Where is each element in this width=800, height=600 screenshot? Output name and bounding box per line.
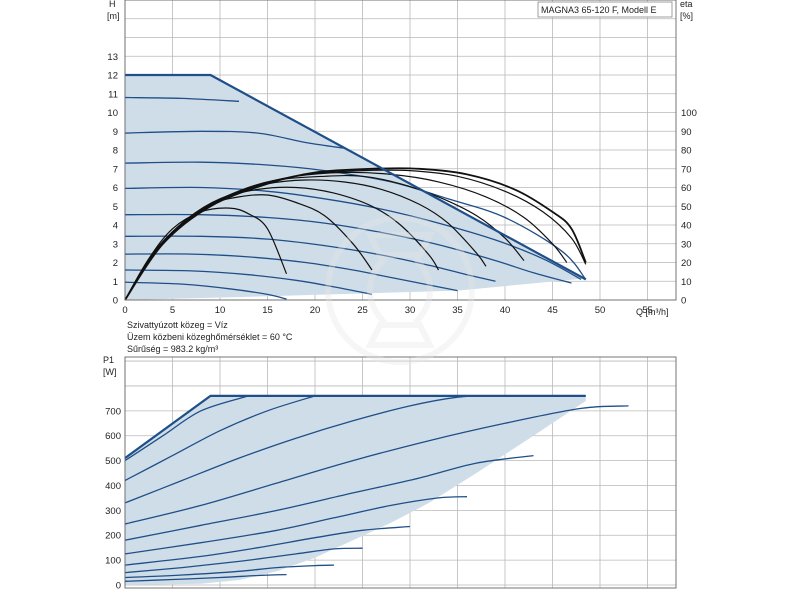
flow-tick-label: 10 xyxy=(215,305,226,316)
fluid-medium: Szivattyúzott közeg = Víz xyxy=(127,320,228,330)
head-curve xyxy=(124,235,496,282)
watermark-logo xyxy=(325,215,475,365)
head-curve xyxy=(124,269,373,296)
head-curves-group xyxy=(124,96,587,300)
efficiency-tick-label: 90 xyxy=(681,127,692,138)
head-tick-label: 13 xyxy=(107,52,118,63)
efficiency-tick-label: 20 xyxy=(681,258,692,269)
flow-tick-label: 30 xyxy=(405,305,416,316)
head-tick-label: 8 xyxy=(113,146,118,157)
power-operating-area xyxy=(125,395,586,585)
power-curve xyxy=(124,573,287,582)
head-tick-label: 5 xyxy=(113,202,118,213)
power-tick-label: 600 xyxy=(105,431,121,442)
power-axis-label: P1 xyxy=(103,355,114,365)
head-axis-label: H xyxy=(109,0,116,9)
head-tick-label: 12 xyxy=(107,71,118,82)
efficiency-curve xyxy=(124,171,568,301)
power-curve xyxy=(124,395,487,504)
power-axis-ticks: 0 100 200 300 400 500 600 700 xyxy=(105,406,121,591)
power-tick-label: 700 xyxy=(105,406,121,417)
efficiency-tick-label: 0 xyxy=(681,296,686,307)
head-curve xyxy=(124,130,344,149)
fluid-temperature: Üzem közbeni közeghőmérséklet = 60 °C xyxy=(127,332,293,342)
flow-tick-label: 0 xyxy=(122,305,127,316)
fluid-density: Sűrűség = 983.2 kg/m³ xyxy=(127,344,218,354)
power-curve xyxy=(124,395,249,462)
efficiency-tick-label: 10 xyxy=(681,277,692,288)
flow-axis-label: Q [m³/h] xyxy=(636,307,669,317)
flow-tick-label: 35 xyxy=(452,305,463,316)
head-tick-label: 0 xyxy=(113,296,118,307)
head-tick-label: 7 xyxy=(113,164,118,175)
power-max-outline xyxy=(124,394,586,459)
power-curve xyxy=(124,564,335,579)
head-tick-label: 4 xyxy=(113,221,118,232)
power-tick-label: 0 xyxy=(116,581,121,592)
efficiency-axis-ticks: 0 10 20 30 40 50 60 70 80 90 100 xyxy=(681,108,697,307)
head-curve xyxy=(124,213,572,284)
power-curve xyxy=(124,496,468,555)
head-tick-label: 11 xyxy=(108,89,118,100)
flow-tick-label: 5 xyxy=(170,305,175,316)
head-curve xyxy=(124,253,458,292)
head-tick-label: 9 xyxy=(113,127,118,138)
power-curve xyxy=(124,454,534,541)
flow-tick-label: 25 xyxy=(357,305,368,316)
efficiency-tick-label: 30 xyxy=(681,239,692,250)
head-axis-unit: [m] xyxy=(107,11,120,21)
flow-tick-label: 20 xyxy=(310,305,321,316)
head-tick-label: 10 xyxy=(107,108,118,119)
head-tick-label: 2 xyxy=(113,258,118,269)
power-tick-label: 200 xyxy=(105,531,121,542)
power-axis-unit: [W] xyxy=(103,367,117,377)
efficiency-axis-label: eta xyxy=(680,0,693,9)
head-max-outline xyxy=(125,73,587,281)
efficiency-tick-label: 70 xyxy=(681,164,692,175)
efficiency-tick-label: 50 xyxy=(681,202,692,213)
power-curve xyxy=(124,405,629,525)
head-tick-label: 6 xyxy=(113,183,118,194)
head-operating-area xyxy=(125,75,586,300)
power-tick-label: 300 xyxy=(105,506,121,517)
head-curve xyxy=(124,96,240,102)
flow-tick-label: 15 xyxy=(262,305,273,316)
power-curve xyxy=(124,525,411,566)
power-curve xyxy=(124,395,316,482)
flow-axis-ticks: 0 5 10 15 20 25 30 35 40 45 50 55 xyxy=(122,305,652,316)
power-curves-group xyxy=(124,395,629,582)
efficiency-curve xyxy=(124,179,487,301)
power-tick-label: 500 xyxy=(105,456,121,467)
chart-title: MAGNA3 65-120 F, Modell E xyxy=(541,5,657,15)
head-tick-label: 3 xyxy=(113,239,118,250)
head-chart-frame xyxy=(124,0,677,301)
title-box xyxy=(537,1,673,18)
power-tick-label: 100 xyxy=(105,556,121,567)
flow-tick-label: 45 xyxy=(547,305,558,316)
power-curve xyxy=(124,547,363,574)
flow-tick-label: 40 xyxy=(500,305,511,316)
efficiency-tick-label: 100 xyxy=(681,108,697,119)
flow-tick-label: 55 xyxy=(642,305,653,316)
head-curve xyxy=(124,186,582,280)
head-curve xyxy=(124,281,287,300)
power-tick-label: 400 xyxy=(105,481,121,492)
efficiency-axis-unit: [%] xyxy=(680,11,693,21)
power-chart-frame xyxy=(124,356,677,589)
flow-tick-label: 50 xyxy=(595,305,606,316)
efficiency-tick-label: 40 xyxy=(681,221,692,232)
efficiency-tick-label: 60 xyxy=(681,183,692,194)
efficiency-max-curve xyxy=(124,167,587,301)
head-tick-label: 1 xyxy=(113,277,118,288)
efficiency-tick-label: 80 xyxy=(681,146,692,157)
